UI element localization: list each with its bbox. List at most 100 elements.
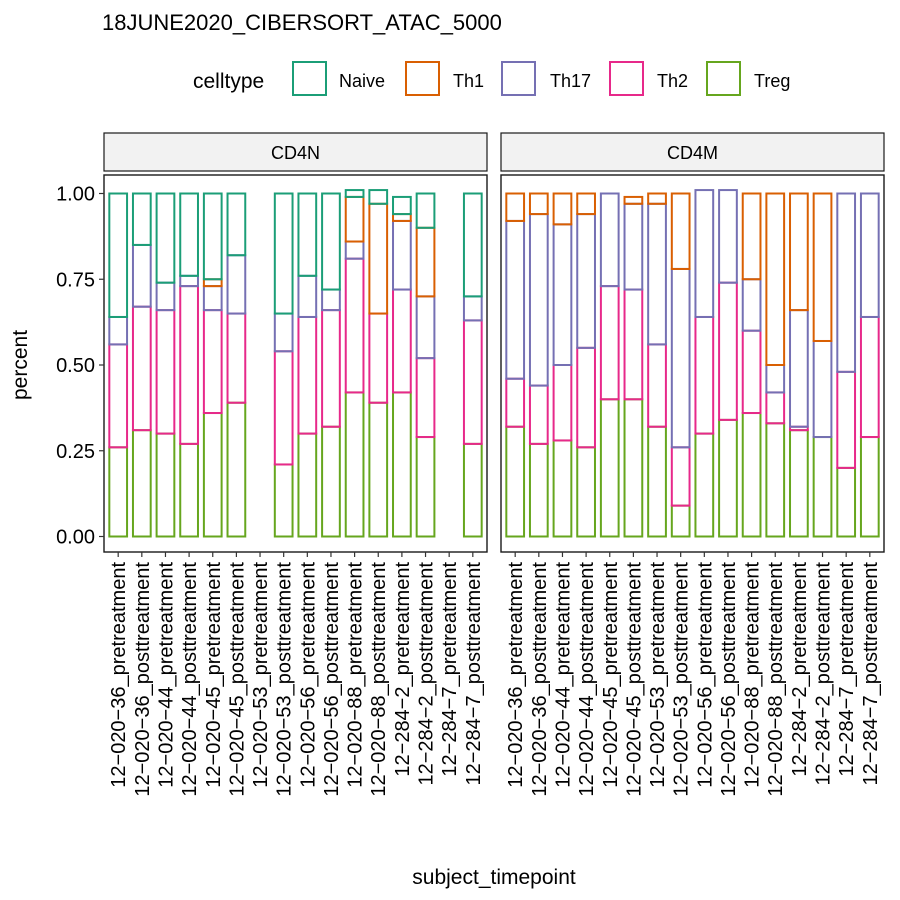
bar-segment-th1 — [765, 192, 786, 366]
bar-segment-th1 — [392, 213, 412, 222]
bar-segment-th17 — [552, 223, 573, 366]
x-tick-label: 12−020−45_pretreatment — [600, 562, 622, 788]
bar-segment-th1 — [202, 278, 223, 288]
x-tick-label: 12−020−56_pretreatment — [297, 562, 319, 788]
x-tick-label: 12−284−7_pretreatment — [836, 562, 858, 777]
bar-segment-th2 — [202, 309, 223, 415]
bar-segment-th17 — [505, 219, 526, 380]
bar-segment-treg — [694, 432, 715, 538]
bar-segment-th1 — [741, 192, 762, 281]
y-tick-label: 1.00 — [56, 184, 95, 206]
bar-segment-th17 — [789, 309, 809, 428]
bar-segment-th2 — [108, 343, 129, 449]
x-tick-label: 12−020−36_posttreatment — [529, 562, 551, 797]
x-tick-label: 12−020−53_posttreatment — [671, 562, 693, 797]
facet-label: CD4M — [667, 143, 718, 163]
bar-segment-treg — [741, 412, 762, 538]
legend-label-th2: Th2 — [657, 71, 688, 91]
bar-segment-th1 — [344, 195, 365, 243]
bar-segment-th17 — [718, 189, 738, 284]
bar-segment-th1 — [812, 192, 833, 342]
bar-segment-naive — [273, 192, 294, 315]
bar-segment-th2 — [297, 315, 318, 435]
bar-segment-treg — [344, 391, 365, 538]
legend-label-treg: Treg — [754, 71, 790, 91]
x-tick-label: 12−020−44_posttreatment — [576, 562, 598, 797]
bar-segment-treg — [202, 412, 223, 538]
facet-strip — [500, 132, 885, 172]
bar-segment-naive — [392, 195, 412, 216]
bar-segment-th1 — [528, 192, 549, 216]
bar-segment-th2 — [576, 346, 596, 449]
bar-segment-th1 — [505, 192, 526, 222]
bar-segment-th17 — [179, 274, 199, 288]
x-tick-label: 12−020−56_posttreatment — [321, 562, 343, 797]
x-tick-label: 12−020−56_pretreatment — [694, 562, 716, 788]
bar-segment-th2 — [765, 391, 786, 425]
bar-segment-treg — [462, 442, 483, 538]
x-tick-label: 12−020−36_pretreatment — [505, 562, 527, 788]
bar-segment-th1 — [368, 202, 389, 315]
bar-segment-th2 — [273, 350, 294, 466]
bar-segment-treg — [552, 439, 573, 538]
bar-segment-treg — [273, 463, 294, 538]
x-tick-label: 12−020−44_pretreatment — [552, 562, 574, 788]
panel-border — [103, 174, 488, 553]
facet-strip — [103, 132, 488, 172]
bar-segment-th2 — [859, 315, 880, 439]
x-tick-label: 12−284−7_pretreatment — [439, 562, 461, 777]
legend-label-th17: Th17 — [550, 71, 591, 91]
bar-segment-treg — [528, 442, 549, 538]
legend: celltype Naive Th1 Th17 Th2 Treg — [193, 61, 790, 96]
bar-segment-th1 — [415, 226, 436, 298]
bar-segment-th2 — [505, 377, 526, 428]
bar-segment-treg — [415, 436, 436, 538]
bar-segment-th17 — [623, 202, 644, 291]
panel-cd4m: CD4M 12−020−36_pretreatment 12−020−36_post… — [500, 132, 885, 797]
bar-segment-th17 — [765, 364, 786, 394]
x-tick-label: 12−020−53_pretreatment — [647, 562, 669, 788]
bar-segment-th1 — [623, 195, 644, 205]
bar-segment-th2 — [528, 384, 549, 445]
bar-segment-treg — [368, 401, 389, 538]
y-tick-label: 0.00 — [56, 527, 95, 549]
legend-label-th1: Th1 — [453, 71, 484, 91]
panel-cd4n: CD4N 0.00 0.25 0.50 0.75 1.00 12−020−36_pretre… — [56, 132, 488, 797]
bar-segment-th17 — [155, 281, 176, 312]
x-tick-label: 12−020−88_posttreatment — [368, 562, 390, 797]
bar-segment-th2 — [694, 315, 715, 435]
bar-segment-th17 — [694, 189, 715, 318]
x-tick-label: 12−020−44_pretreatment — [155, 562, 177, 788]
bar-segment-treg — [576, 446, 596, 538]
bar-segment-th17 — [741, 278, 762, 332]
x-tick-label: 12−284−7_posttreatment — [463, 562, 485, 786]
bar-segment-naive — [368, 189, 389, 205]
bar-segment-treg — [670, 504, 691, 538]
bar-segment-naive — [108, 192, 129, 318]
bar-segment-th17 — [202, 285, 223, 312]
y-tick-label: 0.75 — [56, 269, 95, 291]
x-tick-label: 12−020−53_posttreatment — [274, 562, 296, 797]
bar-segment-treg — [155, 432, 176, 538]
legend-key-naive — [292, 61, 327, 96]
bar-segment-treg — [131, 429, 152, 538]
x-tick-label: 12−020−36_posttreatment — [132, 562, 154, 797]
x-tick-label: 12−020−56_posttreatment — [718, 562, 740, 797]
bar-segment-th1 — [670, 192, 691, 270]
x-tick-label: 12−020−45_pretreatment — [203, 562, 225, 788]
bar-segment-th1 — [576, 192, 596, 216]
facet-label: CD4N — [271, 143, 320, 163]
bar-segment-treg — [836, 466, 857, 538]
x-tick-label: 12−284−2_posttreatment — [813, 562, 835, 786]
bar-segment-naive — [462, 192, 483, 298]
bar-segment-th17 — [131, 243, 152, 308]
x-tick-label: 12−284−2_pretreatment — [789, 562, 811, 777]
x-tick-label: 12−020−45_posttreatment — [226, 562, 248, 797]
bar-segment-naive — [297, 192, 318, 277]
legend-key-th1 — [405, 61, 440, 96]
panel-border — [500, 174, 885, 553]
bar-segment-th17 — [462, 295, 483, 322]
bar-segment-treg — [505, 425, 526, 538]
bar-segment-treg — [647, 425, 667, 538]
